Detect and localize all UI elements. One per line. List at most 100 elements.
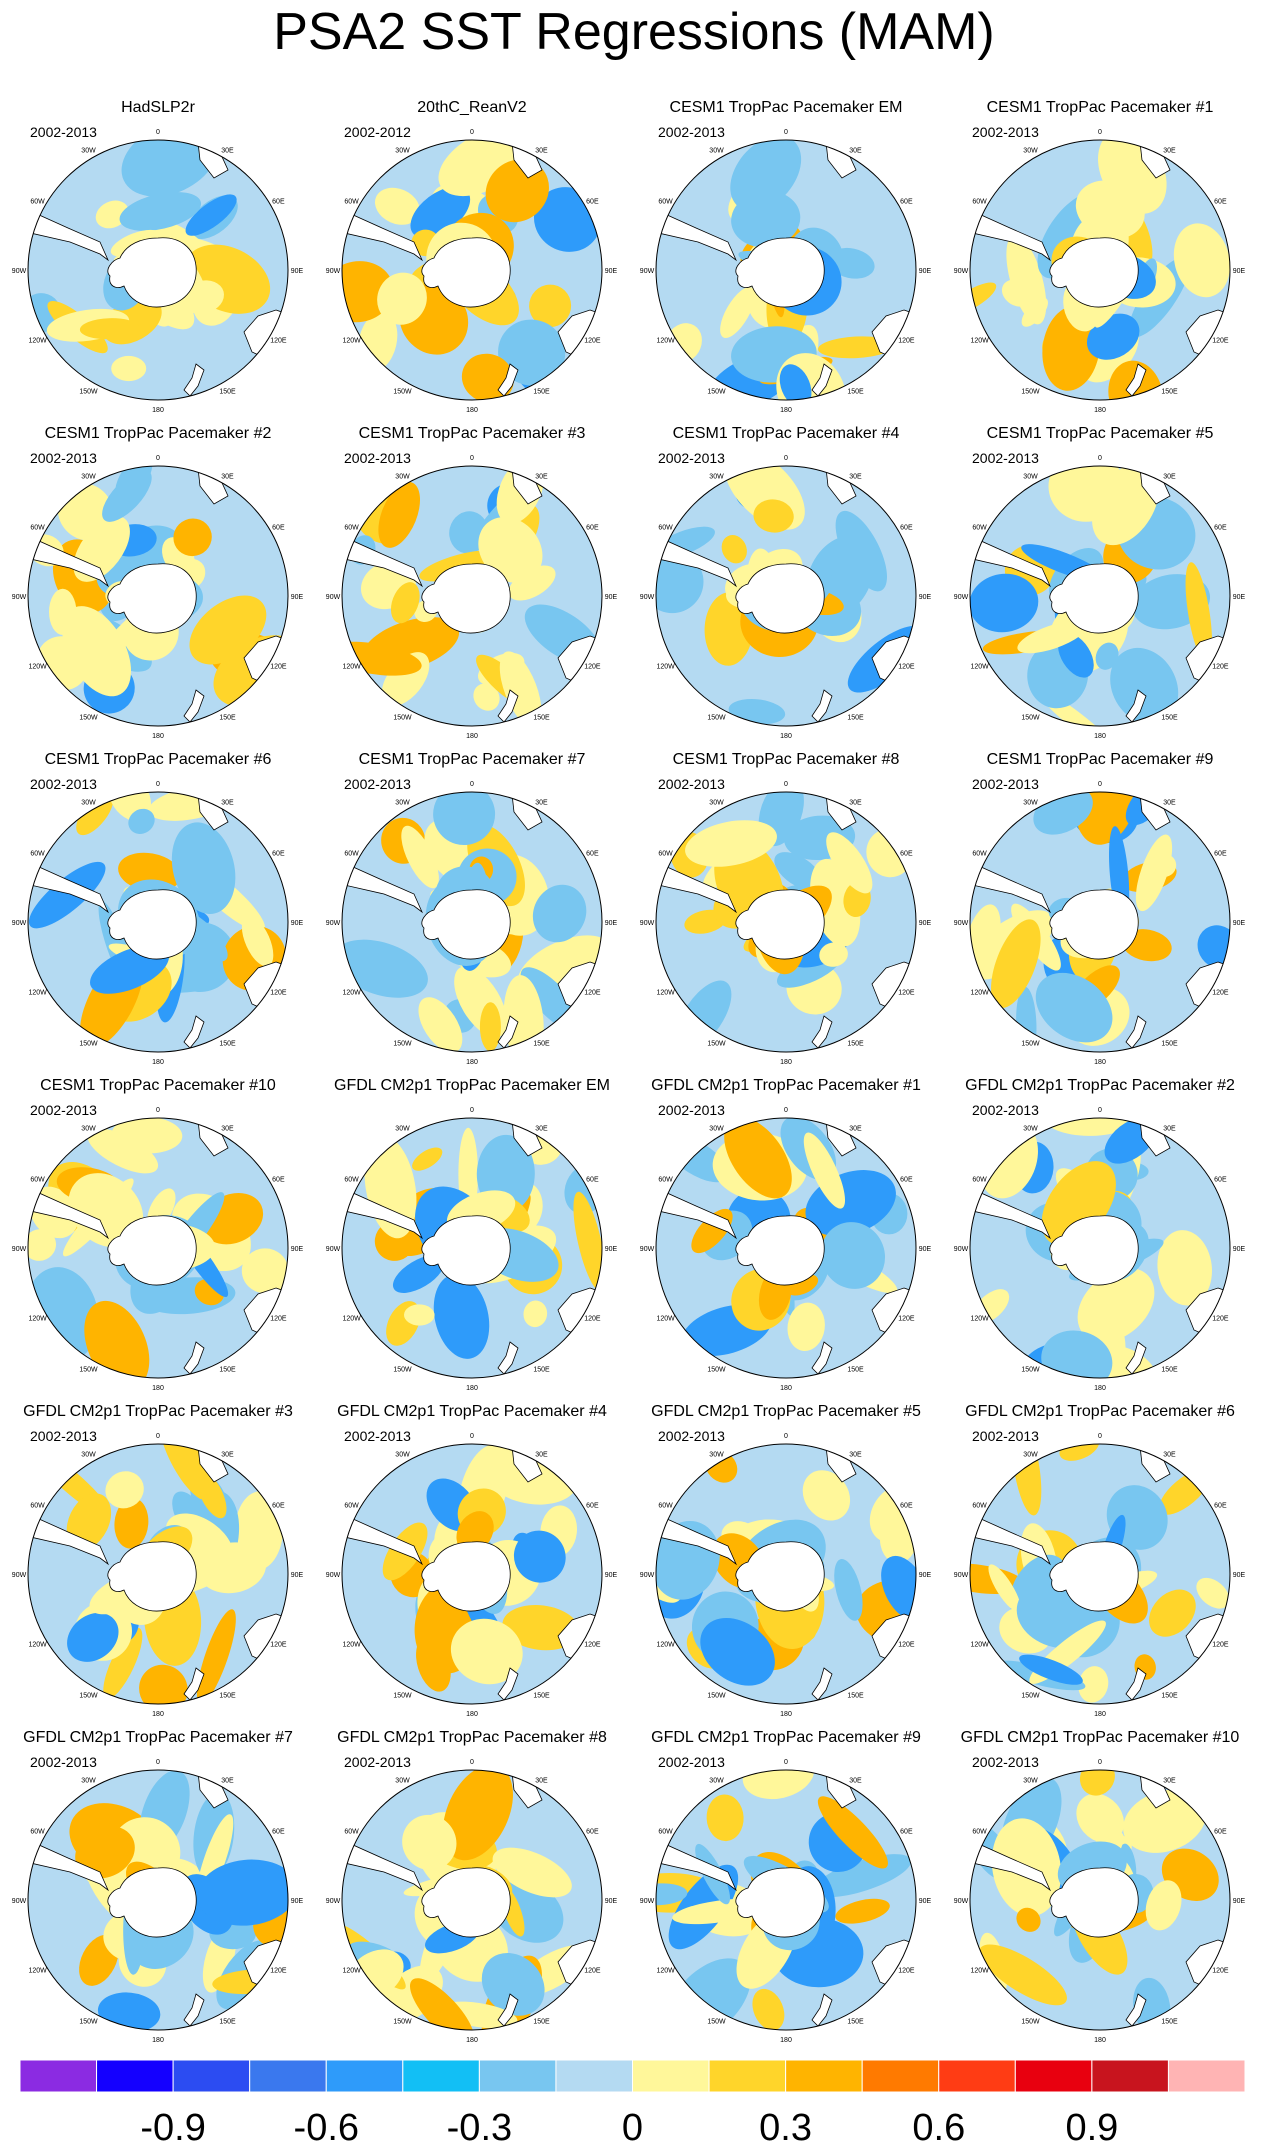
panel-period: 2002-2013 bbox=[972, 124, 1039, 140]
longitude-label: 90W bbox=[326, 1246, 341, 1253]
longitude-label: 90W bbox=[12, 1246, 27, 1253]
contour-region bbox=[991, 919, 1041, 1009]
longitude-label: 90W bbox=[640, 920, 655, 927]
longitude-label: 150E bbox=[1161, 1692, 1178, 1699]
longitude-label: 0 bbox=[156, 1759, 160, 1766]
contour-region bbox=[1157, 1230, 1212, 1306]
longitude-label: 30W bbox=[709, 474, 724, 481]
contour-region bbox=[1173, 223, 1230, 298]
longitude-label: 120E bbox=[584, 990, 601, 997]
contour-region bbox=[700, 1617, 775, 1686]
contour-region bbox=[197, 1859, 288, 1926]
longitude-label: 30W bbox=[709, 1778, 724, 1785]
sst-field bbox=[656, 792, 916, 1052]
longitude-label: 0 bbox=[784, 1433, 788, 1440]
longitude-label: 150E bbox=[533, 1692, 550, 1699]
contour-region bbox=[66, 1493, 112, 1550]
longitude-label: 30E bbox=[221, 1126, 234, 1133]
map-boundary bbox=[27, 791, 289, 1053]
longitude-label: 60E bbox=[272, 1829, 285, 1836]
longitude-label: 120W bbox=[342, 990, 361, 997]
longitude-label: 0 bbox=[784, 781, 788, 788]
longitude-label: 120W bbox=[970, 1642, 989, 1649]
longitude-label: 60E bbox=[900, 525, 913, 532]
longitude-label: 60E bbox=[586, 851, 599, 858]
longitude-label: 120E bbox=[898, 1642, 915, 1649]
longitude-label: 180 bbox=[1094, 1385, 1106, 1392]
contour-region bbox=[835, 1898, 890, 1924]
contour-region bbox=[1095, 642, 1119, 670]
panel-title: CESM1 TropPac Pacemaker #5 bbox=[986, 425, 1214, 442]
panel-title: GFDL CM2p1 TropPac Pacemaker #2 bbox=[965, 1077, 1235, 1094]
longitude-label: 60W bbox=[658, 1829, 673, 1836]
longitude-label: 30E bbox=[535, 1778, 548, 1785]
longitude-label: 0 bbox=[156, 1433, 160, 1440]
longitude-label: 120W bbox=[970, 1968, 989, 1975]
contour-region bbox=[196, 1471, 227, 1519]
longitude-label: 90E bbox=[919, 1572, 932, 1579]
polar-map: 0 30E 60E 90E 120E 150E 180 150W 120W 90W 60W 30W bbox=[12, 455, 304, 740]
longitude-label: 90W bbox=[954, 1898, 969, 1905]
contour-region bbox=[1145, 1880, 1182, 1931]
panel-period: 2002-2013 bbox=[658, 776, 725, 792]
colorbar-swatch bbox=[555, 2059, 633, 2093]
longitude-label: 120W bbox=[970, 664, 989, 671]
longitude-label: 120W bbox=[342, 1968, 361, 1975]
contour-region bbox=[108, 792, 152, 822]
longitude-label: 30W bbox=[81, 1126, 96, 1133]
longitude-label: 0 bbox=[784, 1759, 788, 1766]
longitude-label: 90E bbox=[291, 1572, 304, 1579]
contour-region bbox=[818, 336, 895, 359]
colorbar-swatch bbox=[1167, 2059, 1246, 2093]
contour-region bbox=[241, 915, 274, 967]
contour-region bbox=[79, 318, 140, 340]
longitude-label: 120W bbox=[28, 990, 47, 997]
longitude-label: 30E bbox=[849, 148, 862, 155]
sst-field bbox=[28, 1770, 288, 2030]
figure-title: PSA2 SST Regressions (MAM) bbox=[273, 3, 995, 61]
contour-region bbox=[1135, 834, 1173, 912]
polar-map: 0 30E 60E 90E 120E 150E 180 150W 120W 90W 60W 30W bbox=[640, 781, 932, 1066]
longitude-label: 0 bbox=[470, 1433, 474, 1440]
panel-title: GFDL CM2p1 TropPac Pacemaker EM bbox=[334, 1077, 610, 1094]
polar-map: 0 30E 60E 90E 120E 150E 180 150W 120W 90W 60W 30W bbox=[12, 129, 304, 414]
panel-period: 2002-2013 bbox=[972, 1428, 1039, 1444]
longitude-label: 0 bbox=[156, 129, 160, 136]
longitude-label: 30W bbox=[81, 800, 96, 807]
longitude-label: 0 bbox=[156, 455, 160, 462]
longitude-label: 30E bbox=[221, 1452, 234, 1459]
contour-region bbox=[1149, 1589, 1196, 1637]
sst-field bbox=[342, 792, 602, 1052]
longitude-label: 60E bbox=[900, 1503, 913, 1510]
colorbar-swatch bbox=[478, 2059, 557, 2093]
map-panel: CESM1 TropPac Pacemaker #6 2002-2013 0 30E 6… bbox=[8, 750, 308, 1068]
contour-region bbox=[103, 1627, 143, 1699]
longitude-label: 120E bbox=[898, 1968, 915, 1975]
longitude-label: 60W bbox=[30, 199, 45, 206]
longitude-label: 120W bbox=[342, 1316, 361, 1323]
longitude-label: 120W bbox=[342, 1642, 361, 1649]
contour-region bbox=[67, 1612, 119, 1662]
contour-region bbox=[28, 1229, 57, 1261]
longitude-label: 60W bbox=[658, 1177, 673, 1184]
contour-region bbox=[1017, 620, 1088, 654]
longitude-label: 120E bbox=[584, 1642, 601, 1649]
longitude-label: 90E bbox=[1233, 268, 1246, 275]
map-panel: GFDL CM2p1 TropPac Pacemaker EM 0 30E 60E 90… bbox=[322, 1076, 622, 1394]
contour-region bbox=[102, 469, 152, 522]
longitude-label: 120W bbox=[342, 338, 361, 345]
sst-field bbox=[656, 1444, 916, 1704]
longitude-label: 180 bbox=[1094, 733, 1106, 740]
contour-region bbox=[1110, 647, 1179, 725]
longitude-label: 180 bbox=[466, 1385, 478, 1392]
longitude-label: 60W bbox=[972, 525, 987, 532]
panel-title: CESM1 TropPac Pacemaker #10 bbox=[40, 1077, 276, 1094]
contour-region bbox=[28, 861, 106, 929]
longitude-label: 150W bbox=[707, 1040, 726, 1047]
contour-region bbox=[1035, 972, 1113, 1043]
antarctica-land bbox=[1049, 889, 1139, 960]
antarctica-land bbox=[107, 1867, 197, 1938]
longitude-label: 60E bbox=[1214, 1503, 1227, 1510]
antarctica-land bbox=[735, 237, 825, 308]
polar-map: 0 30E 60E 90E 120E 150E 180 150W 120W 90W 60W 30W bbox=[326, 129, 618, 414]
